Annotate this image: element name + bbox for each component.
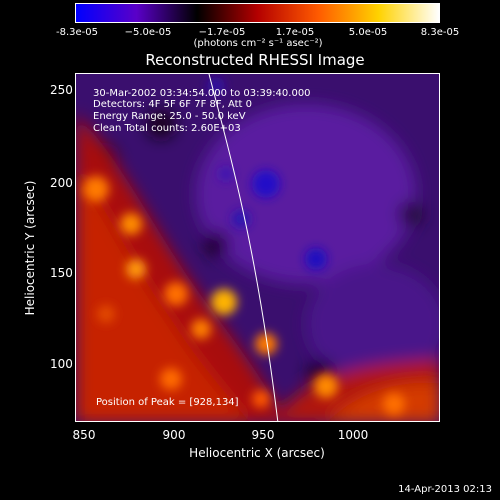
peak-position-label: Position of Peak = [928,134]	[96, 397, 239, 408]
colorbar-tick: −5.0e-05	[124, 27, 172, 38]
y-axis-label: Heliocentric Y (arcsec)	[23, 180, 37, 316]
x-tick-label: 900	[162, 428, 186, 442]
plot-title: Reconstructed RHESSI Image	[145, 51, 365, 69]
colorbar-tick: 1.7e-05	[275, 27, 315, 38]
y-tick-label: 150	[50, 266, 73, 280]
solar-limb-line	[208, 74, 279, 421]
colorbar-units: (photons cm⁻² s⁻¹ asec⁻²)	[193, 38, 323, 49]
x-axis-label: Heliocentric X (arcsec)	[189, 446, 325, 460]
colorbar-tick: −1.7e-05	[198, 27, 246, 38]
colorbar-tick: 5.0e-05	[348, 27, 388, 38]
colorbar-tick: 8.3e-05	[420, 27, 460, 38]
colorbar	[75, 3, 440, 23]
annotation-energy-range: Energy Range: 25.0 - 50.0 keV	[93, 111, 246, 122]
timestamp: 14-Apr-2013 02:13	[398, 484, 492, 495]
annotation-time-range: 30-Mar-2002 03:34:54.000 to 03:39:40.000	[93, 88, 311, 99]
y-tick-label: 100	[50, 357, 73, 371]
rhessi-image	[76, 74, 439, 421]
annotation-detectors: Detectors: 4F 5F 6F 7F 8F, Att 0	[93, 99, 253, 110]
y-tick-label: 200	[50, 176, 73, 190]
x-tick-label: 850	[72, 428, 96, 442]
annotation-clean-counts: Clean Total counts: 2.60E+03	[93, 123, 241, 134]
x-tick-label: 1000	[337, 428, 369, 442]
image-panel: 30-Mar-2002 03:34:54.000 to 03:39:40.000…	[75, 73, 440, 422]
y-tick-label: 250	[50, 83, 73, 97]
colorbar-tick: -8.3e-05	[56, 27, 98, 38]
x-tick-label: 950	[251, 428, 275, 442]
